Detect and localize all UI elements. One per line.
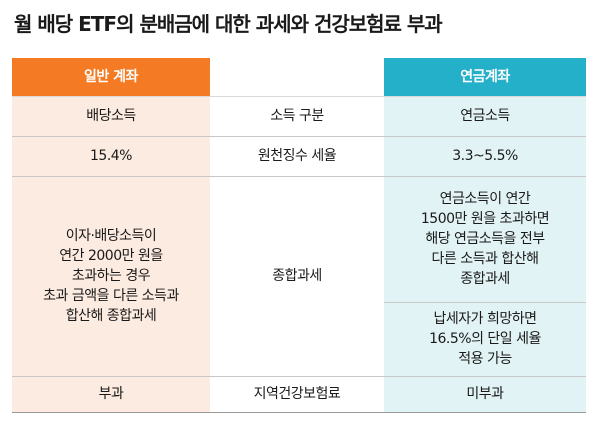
row-divider [12, 176, 586, 177]
general-income-type: 배당소득 [86, 108, 136, 124]
income-type-label: 소득 구분 [270, 108, 324, 124]
pension-account-header [384, 58, 586, 96]
tax-comparison-table: 일반 계좌 연금계좌 배당소득 소득 구분 연금소득 15.4% 원천징수 세율… [12, 58, 586, 413]
comprehensive-tax-label: 종합과세 [272, 268, 322, 284]
pension-withholding-rate: 3.3~5.5% [452, 148, 518, 164]
row-divider [12, 136, 586, 137]
general-comprehensive-tax: 이자·배당소득이 연간 2000만 원을 초과하는 경우 초과 금액을 다른 소… [43, 228, 179, 324]
general-health-insurance: 부과 [98, 386, 124, 402]
row-divider [12, 96, 586, 97]
pension-income-type: 연금소득 [460, 108, 510, 124]
row-divider [384, 302, 586, 303]
withholding-rate-label: 원천징수 세율 [257, 148, 337, 164]
pension-health-insurance: 미부과 [466, 386, 504, 402]
health-insurance-label: 지역건강보험료 [253, 386, 341, 402]
table-bottom-border [12, 412, 586, 413]
pension-single-rate-option: 납세자가 희망하면 16.5%의 단일 세율 적용 가능 [429, 311, 541, 367]
general-account-column [12, 58, 210, 413]
general-account-header-label: 일반 계좌 [84, 69, 138, 85]
pension-comprehensive-tax: 연금소득이 연간 1500만 원을 초과하면 해당 연금소득을 전부 다른 소득… [420, 191, 550, 287]
pension-account-column [384, 58, 586, 413]
page-title: 월 배당 ETF의 분배금에 대한 과세와 건강보험료 부과 [14, 12, 443, 36]
row-divider [12, 376, 586, 377]
general-account-header [12, 58, 210, 96]
general-withholding-rate: 15.4% [90, 148, 132, 164]
pension-account-header-label: 연금계좌 [460, 69, 510, 85]
